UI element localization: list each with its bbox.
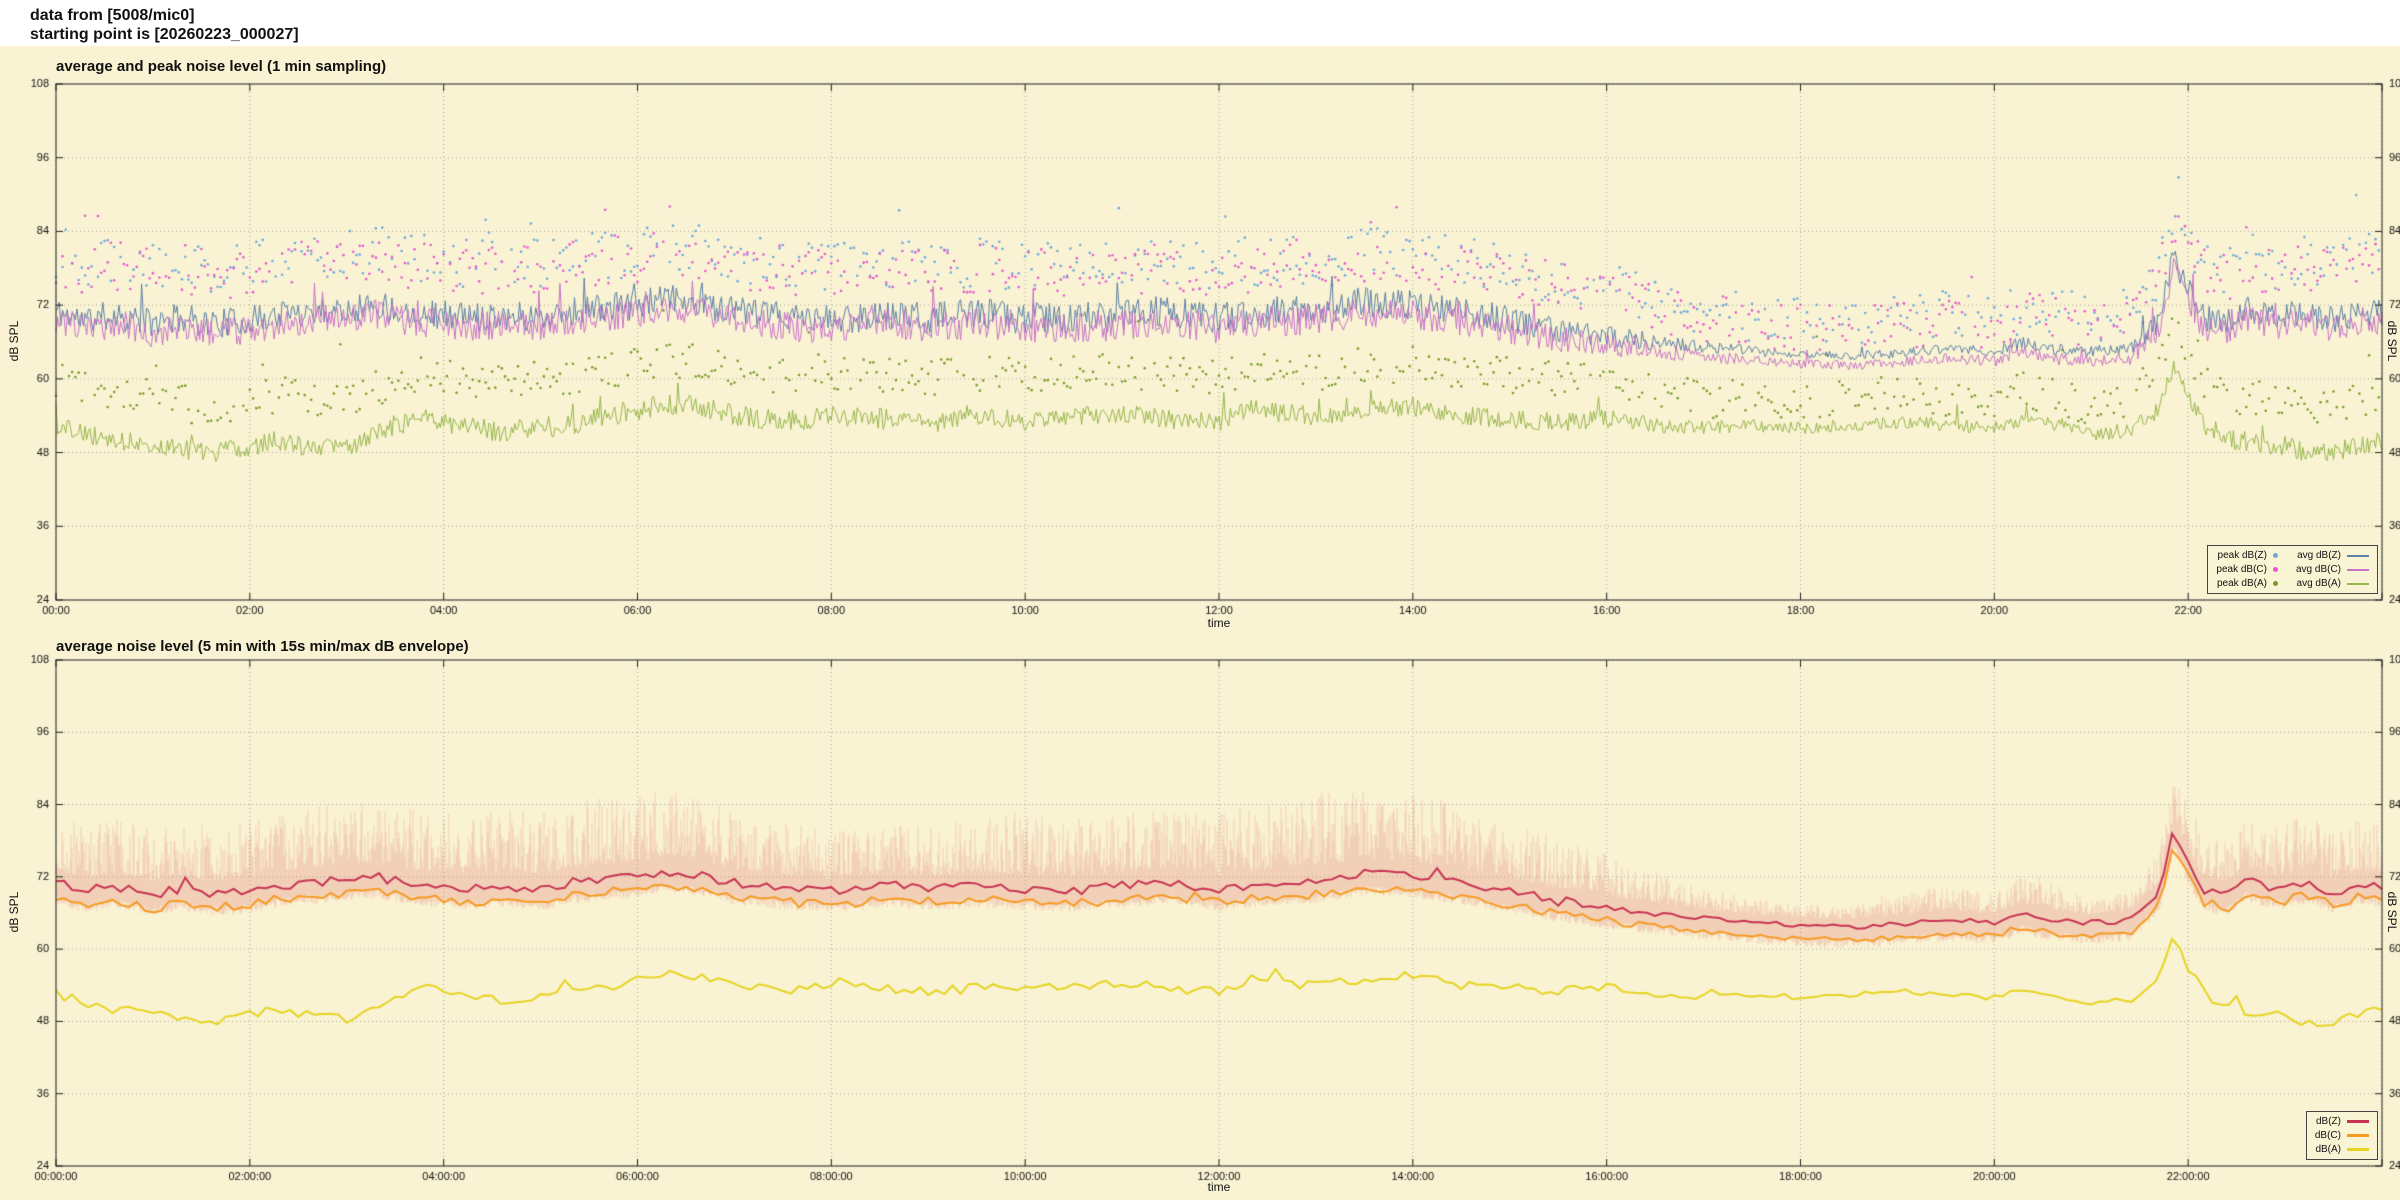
legend-label: dB(A) (2315, 1144, 2341, 1155)
legend-label: peak dB(Z) (2217, 550, 2267, 561)
legend-item: dB(A) (2315, 1143, 2369, 1156)
legend-item: dB(Z) (2315, 1115, 2369, 1128)
legend-label: dB(Z) (2316, 1116, 2341, 1127)
chart1-ylabel-right: dB SPL (2385, 320, 2399, 362)
legend-marker-dot (2272, 553, 2278, 558)
chart1-xlabel: time (1207, 616, 1231, 630)
chart1-legend: peak dB(Z) avg dB(Z) peak dB(C) avg dB(C) pe… (2207, 545, 2378, 594)
legend-item: dB(C) (2315, 1129, 2369, 1142)
legend-label: avg dB(Z) (2297, 550, 2341, 561)
legend-marker-dot (2272, 581, 2278, 586)
legend-item: avg dB(A) (2296, 577, 2369, 590)
legend-marker-line (2347, 582, 2369, 585)
header-line-1: data from [5008/mic0] (30, 7, 195, 24)
legend-item: peak dB(Z) (2216, 549, 2278, 562)
header-line-2: starting point is [20260223_000027] (30, 26, 299, 43)
legend-item: peak dB(A) (2216, 577, 2278, 590)
legend-marker-line (2347, 1148, 2369, 1151)
chart2-xlabel: time (1207, 1180, 1231, 1194)
legend-label: avg dB(A) (2296, 578, 2341, 589)
legend-marker-dot (2272, 567, 2278, 572)
chart-average-peak-noise: average and peak noise level (1 min samp… (0, 46, 2400, 636)
legend-marker-line (2347, 1134, 2369, 1137)
header: data from [5008/mic0] starting point is … (30, 6, 299, 44)
legend-label: avg dB(C) (2295, 564, 2341, 575)
legend-item: avg dB(Z) (2296, 549, 2369, 562)
legend-item: peak dB(C) (2216, 563, 2278, 576)
legend-label: peak dB(C) (2216, 564, 2267, 575)
chart2-ylabel-left: dB SPL (7, 891, 21, 933)
legend-label: peak dB(A) (2216, 578, 2267, 589)
chart1-canvas (0, 46, 2400, 636)
legend-marker-line (2347, 554, 2369, 557)
legend-item: avg dB(C) (2296, 563, 2369, 576)
legend-marker-line (2347, 568, 2369, 571)
chart2-title: average noise level (5 min with 15s min/… (56, 638, 469, 655)
chart2-canvas (0, 636, 2400, 1200)
chart1-title: average and peak noise level (1 min samp… (56, 58, 387, 75)
legend-marker-line (2347, 1120, 2369, 1123)
legend-label: dB(C) (2314, 1130, 2341, 1141)
chart2-ylabel-right: dB SPL (2385, 891, 2399, 933)
chart-average-noise-envelope: average noise level (5 min with 15s min/… (0, 636, 2400, 1200)
chart1-ylabel-left: dB SPL (7, 320, 21, 362)
chart2-legend: dB(Z) dB(C) dB(A) (2305, 1111, 2378, 1160)
